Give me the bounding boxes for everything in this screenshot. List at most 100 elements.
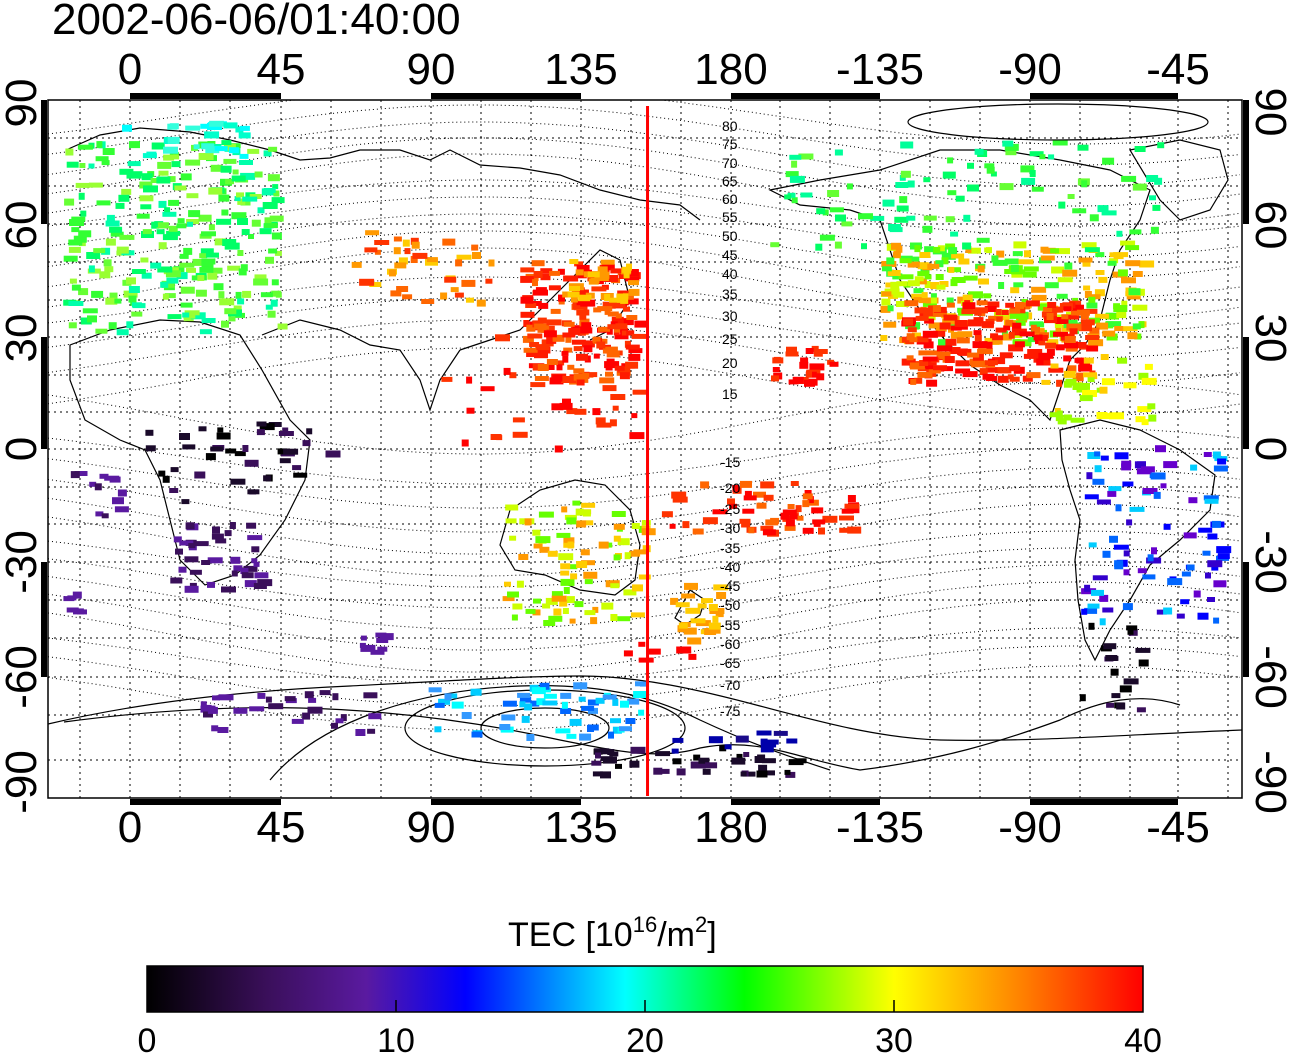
tec-cell (546, 336, 557, 344)
tec-cell (257, 579, 273, 587)
tec-cell (128, 295, 137, 303)
tec-cell (1126, 625, 1138, 631)
tec-cell (561, 506, 568, 513)
tec-cell (94, 483, 102, 491)
tec-cell (1116, 230, 1123, 237)
tec-cell (69, 278, 77, 284)
tec-cell (284, 696, 296, 702)
tec-cell (1120, 240, 1136, 246)
tec-cell (364, 247, 378, 253)
tec-cell (932, 310, 947, 317)
tec-cell (614, 300, 626, 308)
tec-cell (765, 519, 779, 526)
tec-cell (788, 759, 804, 766)
tec-cell (790, 481, 799, 486)
tec-cell (1021, 177, 1036, 185)
tec-cell (520, 296, 534, 304)
tec-cell (1079, 694, 1086, 702)
tec-cell (574, 408, 587, 415)
contour-labels-south: -15 -20 -25 -30 -35 -40 -45 -50 -55 -60 … (720, 454, 740, 719)
tec-cell (977, 348, 993, 355)
tec-cell (881, 298, 891, 306)
colorbar-tick-30: 30 (875, 1022, 913, 1057)
tec-cell (690, 618, 706, 624)
tec-cell (925, 350, 941, 356)
tec-cell (264, 217, 272, 225)
tec-cell (552, 374, 563, 382)
tec-cell (996, 250, 1005, 258)
tec-cell (566, 596, 575, 604)
tec-cell (451, 701, 464, 709)
tec-cell (163, 154, 175, 161)
tec-cell (704, 628, 717, 635)
tec-cell (595, 417, 606, 425)
tec-cell (804, 490, 812, 496)
tec-cell (1049, 412, 1059, 418)
tec-cell (941, 252, 956, 260)
tec-cell (545, 687, 551, 693)
tec-cell (525, 608, 536, 614)
coast-africa (69, 319, 311, 586)
contour-label-m35: -35 (720, 540, 740, 556)
tec-cell (471, 731, 483, 738)
tec-cell (1010, 265, 1019, 272)
tec-cell (941, 257, 949, 265)
tec-cell (188, 543, 196, 549)
tec-cell (1050, 363, 1059, 369)
tec-cell (263, 150, 272, 157)
tec-cell (235, 291, 242, 299)
tec-cell (131, 302, 142, 308)
tec-cell (1126, 294, 1141, 300)
contour-line (48, 581, 1241, 651)
tec-cell (800, 192, 813, 198)
tec-cell (770, 242, 780, 248)
tec-cell (698, 757, 710, 764)
tec-cell (624, 340, 631, 348)
tec-cell (490, 434, 502, 440)
tec-cell (978, 278, 989, 285)
tec-cell (95, 156, 109, 162)
tec-cell (898, 274, 914, 280)
tec-cell (907, 261, 920, 268)
tec-cell (594, 271, 610, 279)
tec-cell (182, 312, 190, 318)
tec-cell (933, 246, 941, 253)
tec-cell (251, 546, 260, 553)
tec-cell (559, 599, 568, 607)
tec-cell (109, 292, 118, 299)
tec-cell (1070, 308, 1082, 316)
tec-cell (596, 422, 612, 428)
tec-cell (179, 433, 190, 440)
tec-cell (206, 252, 219, 258)
tec-cell (237, 298, 245, 305)
tec-cell (573, 373, 585, 381)
tec-cell (271, 232, 282, 240)
tec-cell (253, 583, 267, 589)
tec-cell (635, 681, 643, 687)
tec-cell (688, 653, 697, 660)
bottom-lon-label-180: 180 (694, 803, 767, 852)
tec-cell (899, 196, 908, 204)
tec-cell (319, 690, 331, 696)
tec-cell (950, 231, 959, 237)
tec-cell (887, 305, 894, 312)
tec-cell (933, 365, 947, 371)
tec-cell (1100, 455, 1109, 461)
tec-cell (563, 347, 573, 353)
tec-cell (71, 227, 80, 233)
tec-cell (569, 718, 582, 726)
tec-cell (1004, 143, 1019, 151)
tec-cell (75, 182, 90, 188)
tec-cell (565, 336, 572, 343)
tec-cell (411, 241, 420, 249)
tec-cell (184, 310, 200, 316)
tec-cell (889, 227, 903, 233)
tec-cell (180, 173, 192, 181)
tec-cell (68, 322, 77, 329)
tec-cell (581, 340, 595, 348)
left-lat-label-30: 30 (0, 314, 46, 363)
tec-cell (1009, 312, 1024, 319)
tec-cell (516, 580, 524, 588)
tec-cell (495, 334, 510, 342)
tec-cell (1082, 261, 1091, 267)
